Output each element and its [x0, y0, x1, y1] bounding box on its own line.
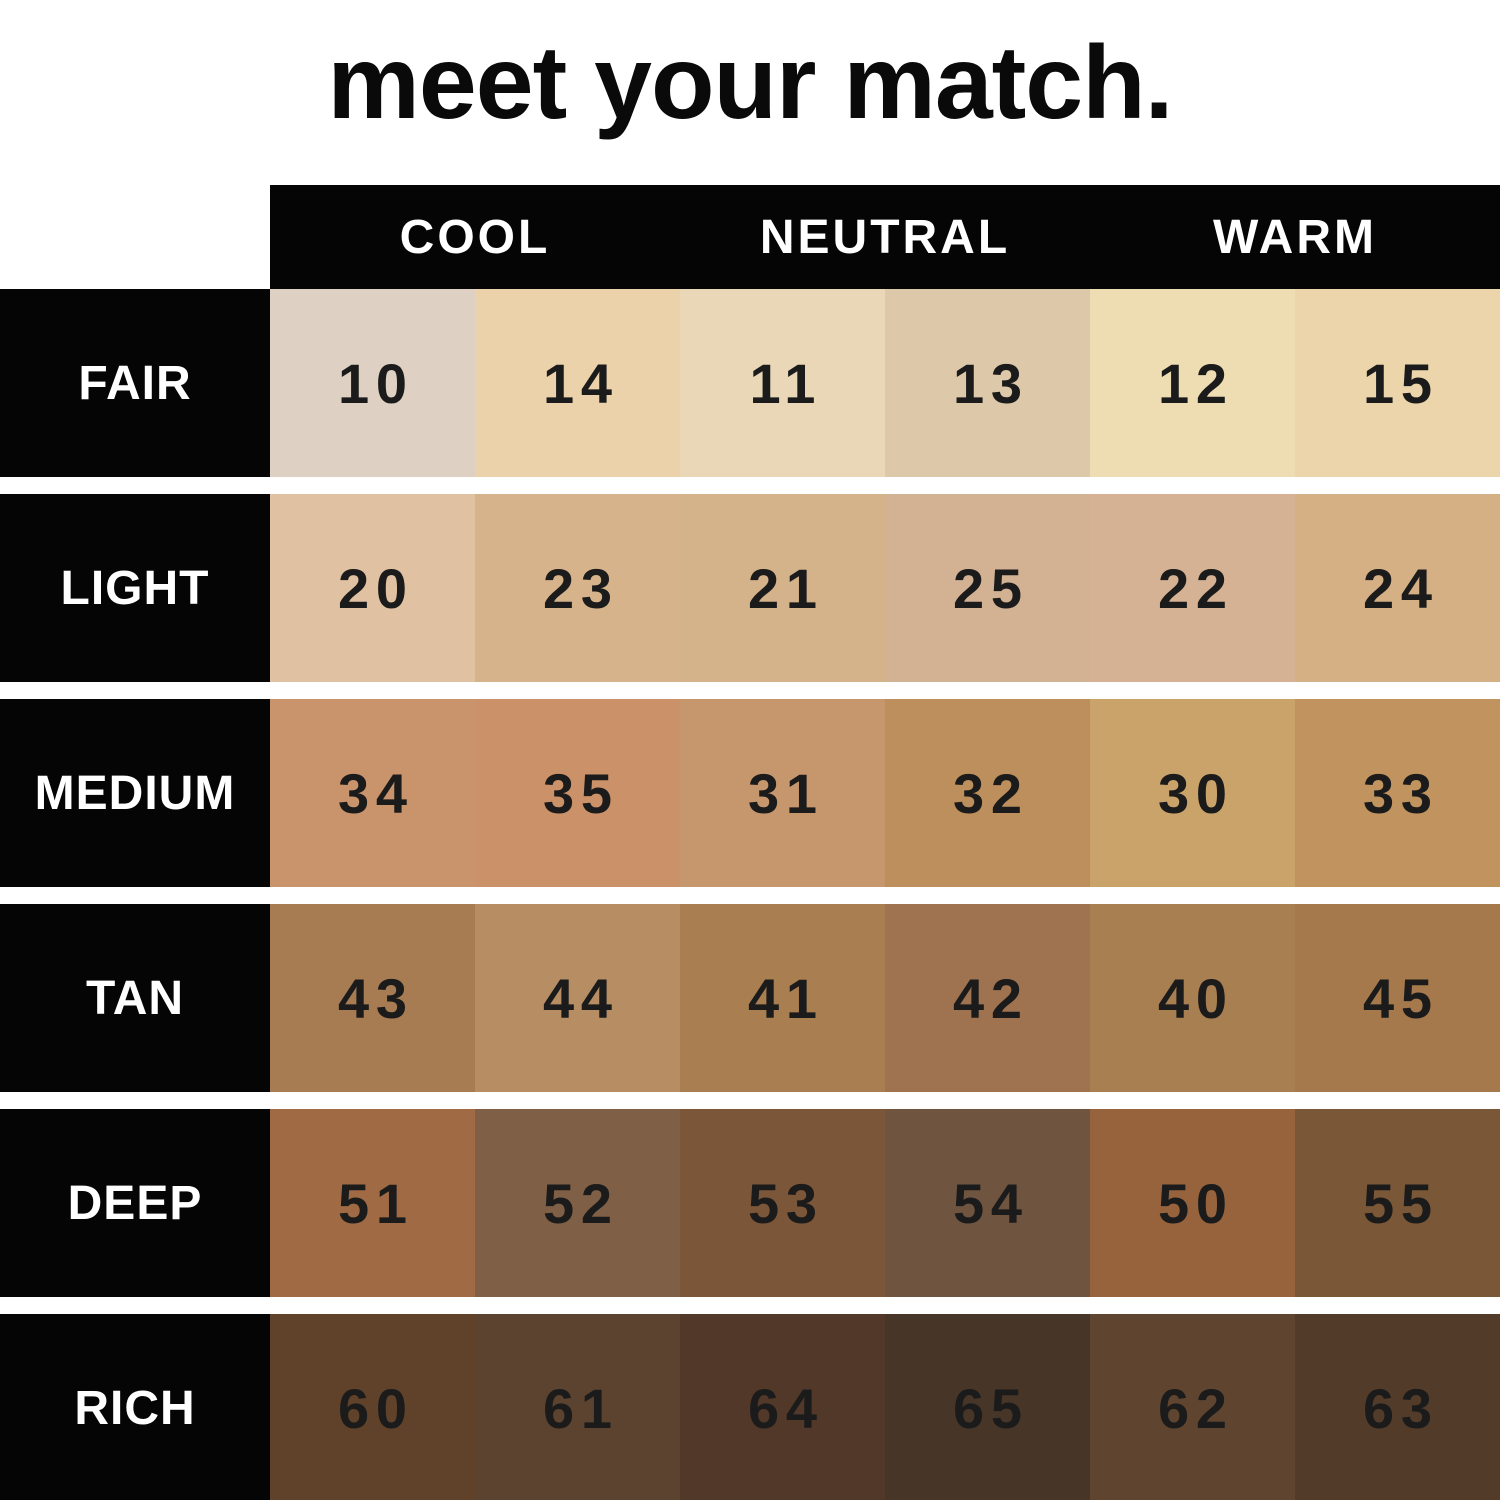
shade-swatch-62: 62 [1090, 1314, 1295, 1500]
shade-number: 30 [1157, 761, 1234, 825]
shade-number: 33 [1362, 761, 1439, 825]
shade-row-light: LIGHT 20 23 21 25 22 24 [0, 494, 1500, 682]
shade-rows: FAIR 10 14 11 13 12 15 LIGHT 20 23 21 25 22 24 MEDIUM 3… [0, 289, 1500, 1500]
shade-number: 42 [952, 966, 1029, 1030]
shade-swatch-51: 51 [270, 1109, 475, 1297]
shade-row-tan: TAN 43 44 41 42 40 45 [0, 904, 1500, 1092]
shade-swatch-31: 31 [680, 699, 885, 887]
shade-swatch-54: 54 [885, 1109, 1090, 1297]
shade-number: 62 [1157, 1376, 1234, 1440]
shade-number: 45 [1362, 966, 1439, 1030]
row-label: DEEP [0, 1109, 270, 1297]
shade-swatch-45: 45 [1295, 904, 1500, 1092]
shade-number: 61 [542, 1376, 619, 1440]
shade-swatch-14: 14 [475, 289, 680, 477]
shade-number: 22 [1157, 556, 1234, 620]
shade-number: 52 [542, 1171, 619, 1235]
shade-swatch-63: 63 [1295, 1314, 1500, 1500]
shade-swatch-52: 52 [475, 1109, 680, 1297]
shade-number: 25 [952, 556, 1029, 620]
shade-swatch-12: 12 [1090, 289, 1295, 477]
undertone-header-bar: COOL NEUTRAL WARM [270, 185, 1500, 289]
column-header-warm: WARM [1213, 210, 1377, 264]
shade-swatch-43: 43 [270, 904, 475, 1092]
shade-swatch-61: 61 [475, 1314, 680, 1500]
shade-table: COOL NEUTRAL WARM FAIR 10 14 11 13 12 15 LIGHT 2… [0, 185, 1500, 1500]
row-label: FAIR [0, 289, 270, 477]
shade-swatch-34: 34 [270, 699, 475, 887]
header-spacer [0, 185, 270, 289]
shade-number: 54 [952, 1171, 1029, 1235]
shade-swatch-41: 41 [680, 904, 885, 1092]
shade-number: 20 [337, 556, 414, 620]
shade-swatch-53: 53 [680, 1109, 885, 1297]
shade-number: 14 [542, 351, 619, 415]
shade-number: 12 [1157, 351, 1234, 415]
shade-swatch-60: 60 [270, 1314, 475, 1500]
shade-number: 63 [1362, 1376, 1439, 1440]
shade-swatch-22: 22 [1090, 494, 1295, 682]
shade-number: 64 [747, 1376, 824, 1440]
shade-swatch-21: 21 [680, 494, 885, 682]
shade-swatch-13: 13 [885, 289, 1090, 477]
shade-number: 23 [542, 556, 619, 620]
shade-number: 53 [747, 1171, 824, 1235]
shade-row-rich: RICH 60 61 64 65 62 63 [0, 1314, 1500, 1500]
shade-number: 11 [749, 351, 823, 415]
shade-swatch-25: 25 [885, 494, 1090, 682]
shade-swatch-32: 32 [885, 699, 1090, 887]
shade-number: 15 [1362, 351, 1439, 415]
shade-row-fair: FAIR 10 14 11 13 12 15 [0, 289, 1500, 477]
page-title: meet your match. [327, 25, 1173, 141]
shade-number: 32 [952, 761, 1029, 825]
shade-swatch-42: 42 [885, 904, 1090, 1092]
row-label: LIGHT [0, 494, 270, 682]
shade-number: 10 [337, 351, 414, 415]
shade-swatch-15: 15 [1295, 289, 1500, 477]
shade-number: 41 [747, 966, 824, 1030]
shade-swatch-55: 55 [1295, 1109, 1500, 1297]
shade-swatch-24: 24 [1295, 494, 1500, 682]
shade-number: 40 [1157, 966, 1234, 1030]
shade-number: 31 [747, 761, 824, 825]
undertone-header-row: COOL NEUTRAL WARM [0, 185, 1500, 289]
shade-swatch-23: 23 [475, 494, 680, 682]
shade-row-deep: DEEP 51 52 53 54 50 55 [0, 1109, 1500, 1297]
shade-swatch-44: 44 [475, 904, 680, 1092]
column-header-cool: COOL [399, 210, 551, 264]
row-label: TAN [0, 904, 270, 1092]
shade-number: 21 [747, 556, 824, 620]
column-header-neutral: NEUTRAL [759, 210, 1011, 264]
shade-number: 24 [1362, 556, 1439, 620]
shade-number: 51 [337, 1171, 414, 1235]
shade-number: 65 [952, 1376, 1029, 1440]
shade-swatch-10: 10 [270, 289, 475, 477]
shade-number: 60 [337, 1376, 414, 1440]
shade-row-medium: MEDIUM 34 35 31 32 30 33 [0, 699, 1500, 887]
shade-number: 34 [337, 761, 414, 825]
row-label: RICH [0, 1314, 270, 1500]
shade-swatch-50: 50 [1090, 1109, 1295, 1297]
row-label: MEDIUM [0, 699, 270, 887]
shade-number: 50 [1157, 1171, 1234, 1235]
shade-swatch-11: 11 [680, 289, 885, 477]
shade-swatch-20: 20 [270, 494, 475, 682]
shade-swatch-40: 40 [1090, 904, 1295, 1092]
shade-swatch-33: 33 [1295, 699, 1500, 887]
shade-number: 35 [542, 761, 619, 825]
shade-swatch-65: 65 [885, 1314, 1090, 1500]
shade-number: 44 [542, 966, 619, 1030]
shade-swatch-35: 35 [475, 699, 680, 887]
shade-swatch-30: 30 [1090, 699, 1295, 887]
shade-number: 13 [952, 351, 1029, 415]
shade-swatch-64: 64 [680, 1314, 885, 1500]
shade-number: 55 [1362, 1171, 1439, 1235]
shade-number: 43 [337, 966, 414, 1030]
